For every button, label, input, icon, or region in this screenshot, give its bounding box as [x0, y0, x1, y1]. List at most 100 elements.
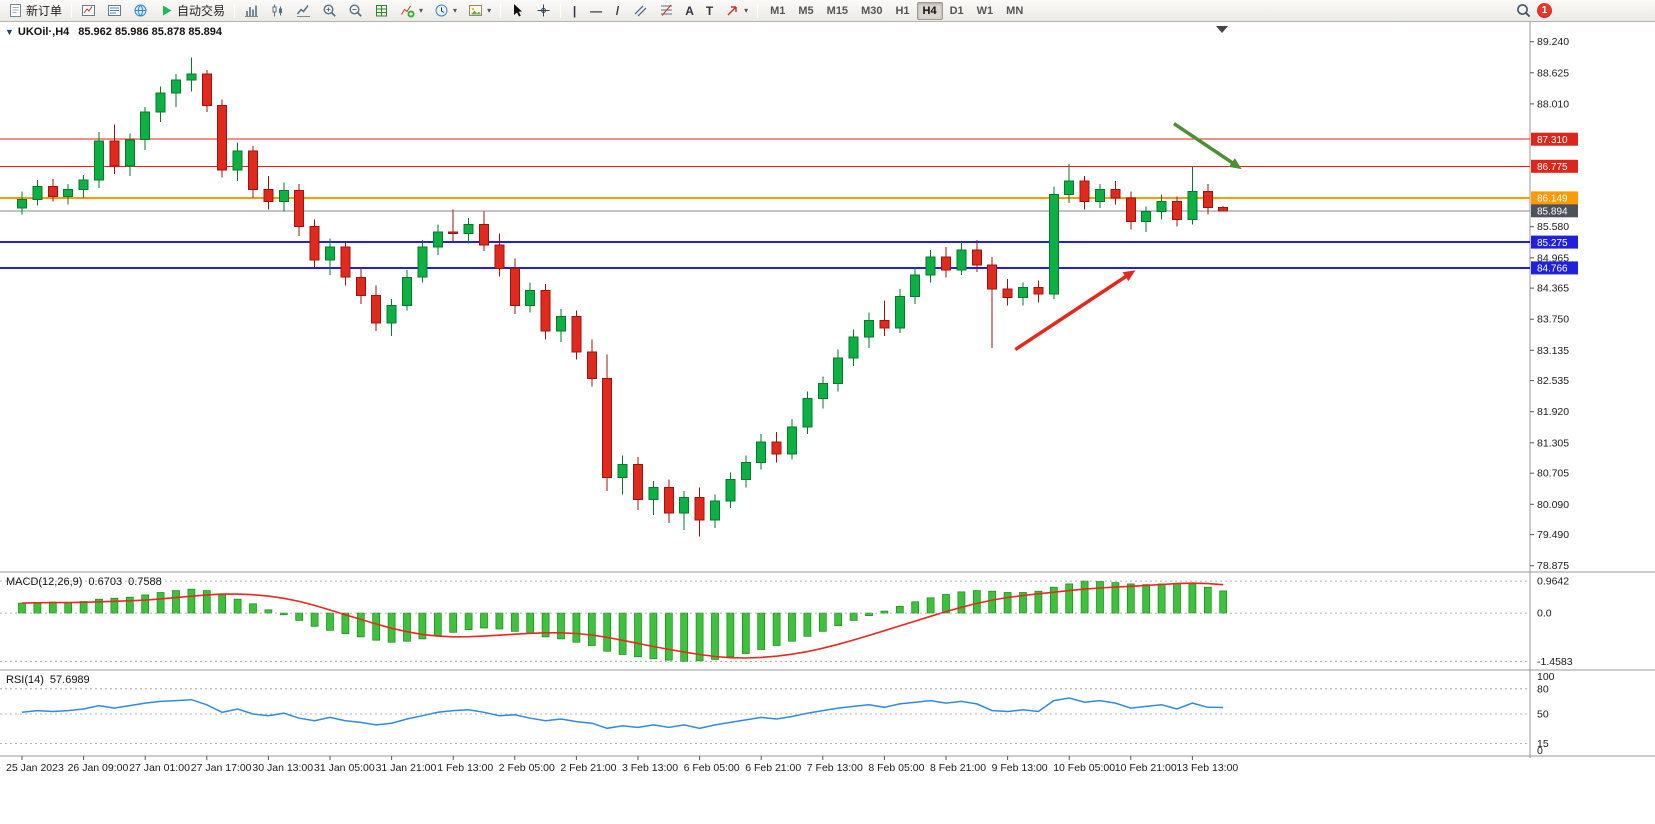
- svg-text:50: 50: [1537, 709, 1549, 721]
- new-chart-icon: [82, 5, 96, 16]
- green-down-arrow[interactable]: [1172, 122, 1242, 170]
- line-chart-button[interactable]: [291, 1, 316, 20]
- chevron-down-icon: ▾: [419, 6, 424, 15]
- fibonacci-icon: [661, 4, 673, 16]
- clock-icon: [435, 4, 448, 17]
- svg-text:86.149: 86.149: [1537, 194, 1568, 205]
- chevron-down-icon: ▾: [453, 6, 458, 15]
- svg-text:2 Feb 05:00: 2 Feb 05:00: [499, 762, 555, 774]
- play-icon: [163, 5, 172, 16]
- timeframe-button-M1[interactable]: M1: [770, 4, 786, 17]
- svg-text:85.275: 85.275: [1537, 238, 1568, 249]
- timeframe-button-H1[interactable]: H1: [895, 4, 910, 17]
- svg-text:1 Feb 13:00: 1 Feb 13:00: [437, 762, 493, 774]
- bar-chart-button[interactable]: [239, 1, 264, 20]
- vertical-line-icon: |: [572, 3, 577, 18]
- timeframe-button-M30[interactable]: M30: [861, 4, 883, 17]
- grid-button[interactable]: [369, 1, 394, 20]
- svg-text:79.490: 79.490: [1537, 529, 1569, 541]
- templates-button[interactable]: ▾: [463, 1, 496, 20]
- svg-text:-1.4583: -1.4583: [1537, 656, 1573, 668]
- pane-dividers[interactable]: [0, 571, 1655, 757]
- chart-window[interactable]: 89.240 88.625 88.010 85.580 84.965 84.365 83.7…: [0, 22, 1655, 824]
- macd-signal-line: [21, 582, 1224, 659]
- timeframe-button-H4[interactable]: H4: [916, 1, 943, 20]
- periods-button[interactable]: ▾: [429, 1, 462, 20]
- svg-text:8 Feb 05:00: 8 Feb 05:00: [868, 762, 924, 774]
- label-tool-button[interactable]: T: [700, 1, 719, 20]
- arrows-tool-button[interactable]: ▾: [720, 1, 753, 20]
- time-axis[interactable]: 25 Jan 2023 26 Jan 09:00 27 Jan 01:00 27 Ja…: [6, 756, 1238, 774]
- rsi-line: [21, 697, 1224, 730]
- rsi-indicator-name: RSI(14): [6, 674, 44, 686]
- toolbar: 新订单 自动交易: [0, 0, 1655, 22]
- bar-chart-icon: [245, 5, 259, 17]
- rsi-label: RSI(14) 57.6989: [6, 674, 90, 686]
- svg-text:15: 15: [1537, 738, 1549, 750]
- macd-axis[interactable]: 0.9642 0.0 -1.4583: [0, 576, 1573, 668]
- market-watch-button[interactable]: [128, 1, 153, 20]
- auto-trading-label: 自动交易: [177, 4, 226, 18]
- svg-text:85.580: 85.580: [1537, 221, 1569, 233]
- trendline-tool-button[interactable]: /: [608, 1, 627, 20]
- candlesticks: [17, 57, 1229, 537]
- timeframe-button-M5[interactable]: M5: [798, 4, 814, 17]
- svg-text:0.9642: 0.9642: [1537, 576, 1569, 588]
- new-order-button[interactable]: 新订单: [3, 1, 67, 20]
- zoom-in-button[interactable]: [317, 1, 342, 20]
- fibonacci-tool-button[interactable]: [654, 1, 679, 20]
- grid-icon: [376, 5, 388, 17]
- indicators-button[interactable]: ▾: [395, 1, 428, 20]
- chart-shift-marker[interactable]: [1216, 26, 1228, 33]
- svg-text:80: 80: [1537, 683, 1549, 695]
- svg-text:10 Feb 21:00: 10 Feb 21:00: [1115, 762, 1177, 774]
- svg-text:10 Feb 05:00: 10 Feb 05:00: [1053, 762, 1115, 774]
- svg-text:8 Feb 21:00: 8 Feb 21:00: [930, 762, 986, 774]
- channel-tool-button[interactable]: [628, 1, 653, 20]
- cursor-icon: [514, 4, 523, 17]
- svg-text:81.305: 81.305: [1537, 437, 1569, 449]
- timeframe-button-MN[interactable]: MN: [1006, 4, 1024, 17]
- notification-badge[interactable]: 1: [1537, 3, 1552, 18]
- new-chart-button[interactable]: [76, 1, 101, 20]
- collapse-chart-icon[interactable]: ▼: [5, 27, 14, 37]
- vertical-line-tool-button[interactable]: |: [565, 1, 584, 20]
- search-button[interactable]: [1511, 1, 1536, 20]
- trendline-icon: /: [615, 3, 620, 18]
- macd-main-value: 0.6703: [88, 576, 123, 588]
- crosshair-button[interactable]: [531, 1, 556, 20]
- svg-text:89.240: 89.240: [1537, 36, 1569, 48]
- zoom-out-button[interactable]: [343, 1, 368, 20]
- candlestick-chart-icon: [272, 4, 283, 17]
- macd-histogram: [18, 580, 1228, 662]
- candlestick-chart-button[interactable]: [265, 1, 290, 20]
- timeframe-button-W1[interactable]: W1: [976, 4, 994, 17]
- svg-text:25 Jan 2023: 25 Jan 2023: [6, 762, 64, 774]
- svg-text:88.625: 88.625: [1537, 67, 1569, 79]
- new-order-icon: [10, 4, 21, 17]
- svg-text:83.750: 83.750: [1537, 314, 1569, 326]
- red-up-arrow[interactable]: [1014, 270, 1136, 352]
- auto-trading-button[interactable]: 自动交易: [154, 1, 230, 20]
- crosshair-icon: [537, 4, 550, 17]
- svg-text:0.0: 0.0: [1537, 608, 1552, 620]
- template-icon: [469, 5, 483, 16]
- horizontal-line-tool-button[interactable]: —: [585, 1, 607, 20]
- data-window-button[interactable]: [102, 1, 127, 20]
- svg-text:3 Feb 13:00: 3 Feb 13:00: [622, 762, 678, 774]
- timeframe-button-M15[interactable]: M15: [826, 4, 849, 17]
- price-level-lines[interactable]: [0, 138, 1530, 269]
- toolbar-separator: [757, 3, 759, 18]
- svg-text:31 Jan 21:00: 31 Jan 21:00: [376, 762, 437, 774]
- svg-text:7 Feb 13:00: 7 Feb 13:00: [807, 762, 863, 774]
- chart-canvas[interactable]: 89.240 88.625 88.010 85.580 84.965 84.365 83.7…: [0, 22, 1655, 824]
- indicators-icon: [401, 5, 415, 18]
- channel-icon: [634, 5, 647, 17]
- text-tool-button[interactable]: A: [680, 1, 699, 20]
- cursor-button[interactable]: [505, 1, 530, 20]
- timeframe-button-D1[interactable]: D1: [949, 4, 964, 17]
- price-axis[interactable]: 89.240 88.625 88.010 85.580 84.965 84.365 83.7…: [1530, 36, 1578, 572]
- toolbar-separator: [234, 3, 236, 18]
- arrow-tool-icon: [727, 6, 737, 16]
